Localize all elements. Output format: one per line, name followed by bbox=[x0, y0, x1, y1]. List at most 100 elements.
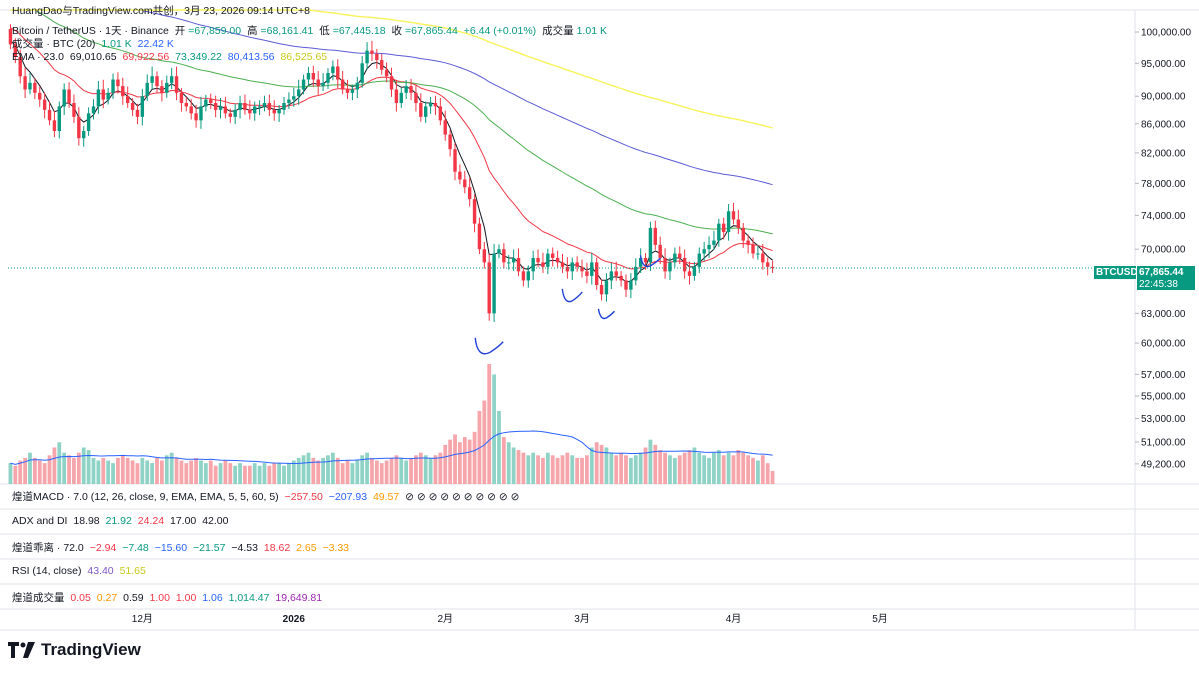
candle-body bbox=[282, 103, 286, 110]
candle-body bbox=[643, 257, 648, 263]
candle-body bbox=[751, 244, 755, 254]
volume-bar bbox=[81, 447, 86, 484]
candle-body bbox=[423, 106, 428, 117]
price-tick-label: 49,200.00 bbox=[1141, 459, 1186, 470]
volume-bar bbox=[145, 460, 150, 484]
candle-body bbox=[546, 253, 550, 267]
volume-bar bbox=[384, 460, 389, 484]
rsi-legend[interactable]: RSI (14, close) 43.40 51.65 bbox=[12, 565, 149, 577]
volume-bar bbox=[8, 463, 13, 484]
volume-bar bbox=[116, 457, 120, 484]
ema-line-5 bbox=[10, 9, 773, 129]
macd-v3: 49.57 bbox=[372, 491, 400, 503]
volume-bar bbox=[731, 455, 736, 484]
volume-bar bbox=[751, 457, 755, 484]
candle-body bbox=[306, 72, 311, 80]
volume-bar bbox=[76, 452, 81, 484]
macd-legend[interactable]: 煌道MACD · 7.0 (12, 26, close, 9, EMA, EMA… bbox=[12, 489, 522, 504]
open-value: =67,859.00 bbox=[188, 25, 242, 37]
volume-bar bbox=[365, 452, 369, 484]
candle-body bbox=[91, 106, 96, 114]
volume-bar bbox=[267, 465, 272, 484]
volume-bar bbox=[409, 457, 413, 484]
volume-bar bbox=[291, 460, 296, 484]
candle-body bbox=[726, 211, 731, 233]
volume-bar bbox=[687, 450, 692, 484]
volume-legend[interactable]: 成交量 · BTC (20) 1.01 K 22.42 K bbox=[12, 38, 177, 51]
ema-value-2: 69,922.56 bbox=[122, 51, 170, 63]
price-tick-label: 63,000.00 bbox=[1141, 309, 1186, 320]
price-tick-label: 57,000.00 bbox=[1141, 370, 1186, 381]
volume-bar bbox=[208, 460, 213, 484]
volume-bar bbox=[760, 455, 765, 484]
volume-bar bbox=[287, 463, 291, 484]
candle-body bbox=[77, 116, 81, 139]
volume-bar bbox=[374, 460, 379, 484]
candle-body bbox=[658, 244, 662, 258]
volume-bar bbox=[257, 465, 262, 484]
bias-v2: −7.48 bbox=[122, 542, 149, 554]
candle-body bbox=[209, 99, 213, 104]
adx-legend[interactable]: ADX and DI 18.98 21.92 24.24 17.00 42.00 bbox=[12, 515, 231, 527]
volume-label: 成交量 bbox=[542, 25, 574, 37]
volume-bar bbox=[555, 457, 560, 484]
candle-body bbox=[331, 66, 335, 73]
volume-bar bbox=[487, 364, 492, 484]
candle-body bbox=[604, 280, 609, 295]
volume-bar bbox=[526, 455, 531, 484]
volume-bar bbox=[702, 455, 707, 484]
candle-body bbox=[140, 96, 145, 117]
adx-v5: 42.00 bbox=[202, 515, 229, 527]
candle-body bbox=[326, 72, 330, 83]
bias-legend[interactable]: 煌道乖离 · 72.0 −2.94 −7.48 −15.60 −21.57 −4… bbox=[12, 540, 352, 555]
close-value: =67,865.44 bbox=[405, 25, 458, 37]
candle-body bbox=[82, 130, 86, 139]
candle-body bbox=[717, 223, 721, 241]
volume-bar bbox=[511, 447, 516, 484]
last-price-symbol: BTCUSDT bbox=[1094, 266, 1144, 279]
candle-body bbox=[38, 92, 42, 100]
volume-bar bbox=[580, 457, 584, 484]
ema-legend[interactable]: EMA · 23.0 69,010.65 69,922.56 73,349.22… bbox=[12, 51, 330, 64]
volume-bar bbox=[218, 463, 223, 484]
price-tick-label: 90,000.00 bbox=[1141, 92, 1186, 103]
candle-body bbox=[321, 82, 325, 87]
ema-value-4: 80,413.56 bbox=[227, 51, 275, 63]
volume-bar bbox=[96, 460, 101, 484]
candle-body bbox=[458, 171, 462, 180]
vol-ind-v2: 0.27 bbox=[96, 592, 118, 604]
symbol-name[interactable]: Bitcoin / TetherUS · 1天 · Binance bbox=[12, 25, 169, 37]
volume-bar bbox=[404, 460, 409, 484]
candle-body bbox=[560, 262, 565, 267]
volume-bar bbox=[330, 452, 335, 484]
high-label: 高 bbox=[246, 25, 258, 37]
volume-bar bbox=[619, 452, 624, 484]
candle-body bbox=[106, 92, 110, 100]
candle-body bbox=[624, 280, 628, 290]
adx-label: ADX and DI bbox=[12, 515, 68, 527]
candle-body bbox=[692, 266, 697, 276]
volume-bar bbox=[418, 452, 423, 484]
symbol-legend[interactable]: Bitcoin / TetherUS · 1天 · Binance 开 =67,8… bbox=[12, 25, 610, 38]
candle-body bbox=[678, 253, 682, 258]
candle-body bbox=[28, 82, 32, 90]
volume-bar bbox=[155, 457, 159, 484]
candle-body bbox=[23, 76, 27, 90]
volume-line-label: 成交量 · BTC (20) bbox=[12, 38, 96, 50]
price-tick-label: 74,000.00 bbox=[1141, 211, 1186, 222]
candle-body bbox=[253, 106, 257, 114]
volume-bar bbox=[726, 452, 731, 484]
tradingview-logo[interactable]: TradingView bbox=[8, 640, 141, 660]
candle-body bbox=[497, 249, 501, 254]
volume-bar bbox=[247, 465, 252, 484]
volume-bar bbox=[550, 455, 555, 484]
ema-value-5: 86,525.65 bbox=[280, 51, 328, 63]
candle-body bbox=[404, 86, 408, 93]
volume-bar bbox=[159, 460, 164, 484]
candle-body bbox=[33, 82, 37, 93]
candle-body bbox=[682, 257, 687, 272]
candle-body bbox=[311, 72, 316, 80]
candle-body bbox=[585, 271, 589, 276]
vol-ind-legend[interactable]: 煌道成交量 0.05 0.27 0.59 1.00 1.00 1.06 1,01… bbox=[12, 590, 325, 605]
